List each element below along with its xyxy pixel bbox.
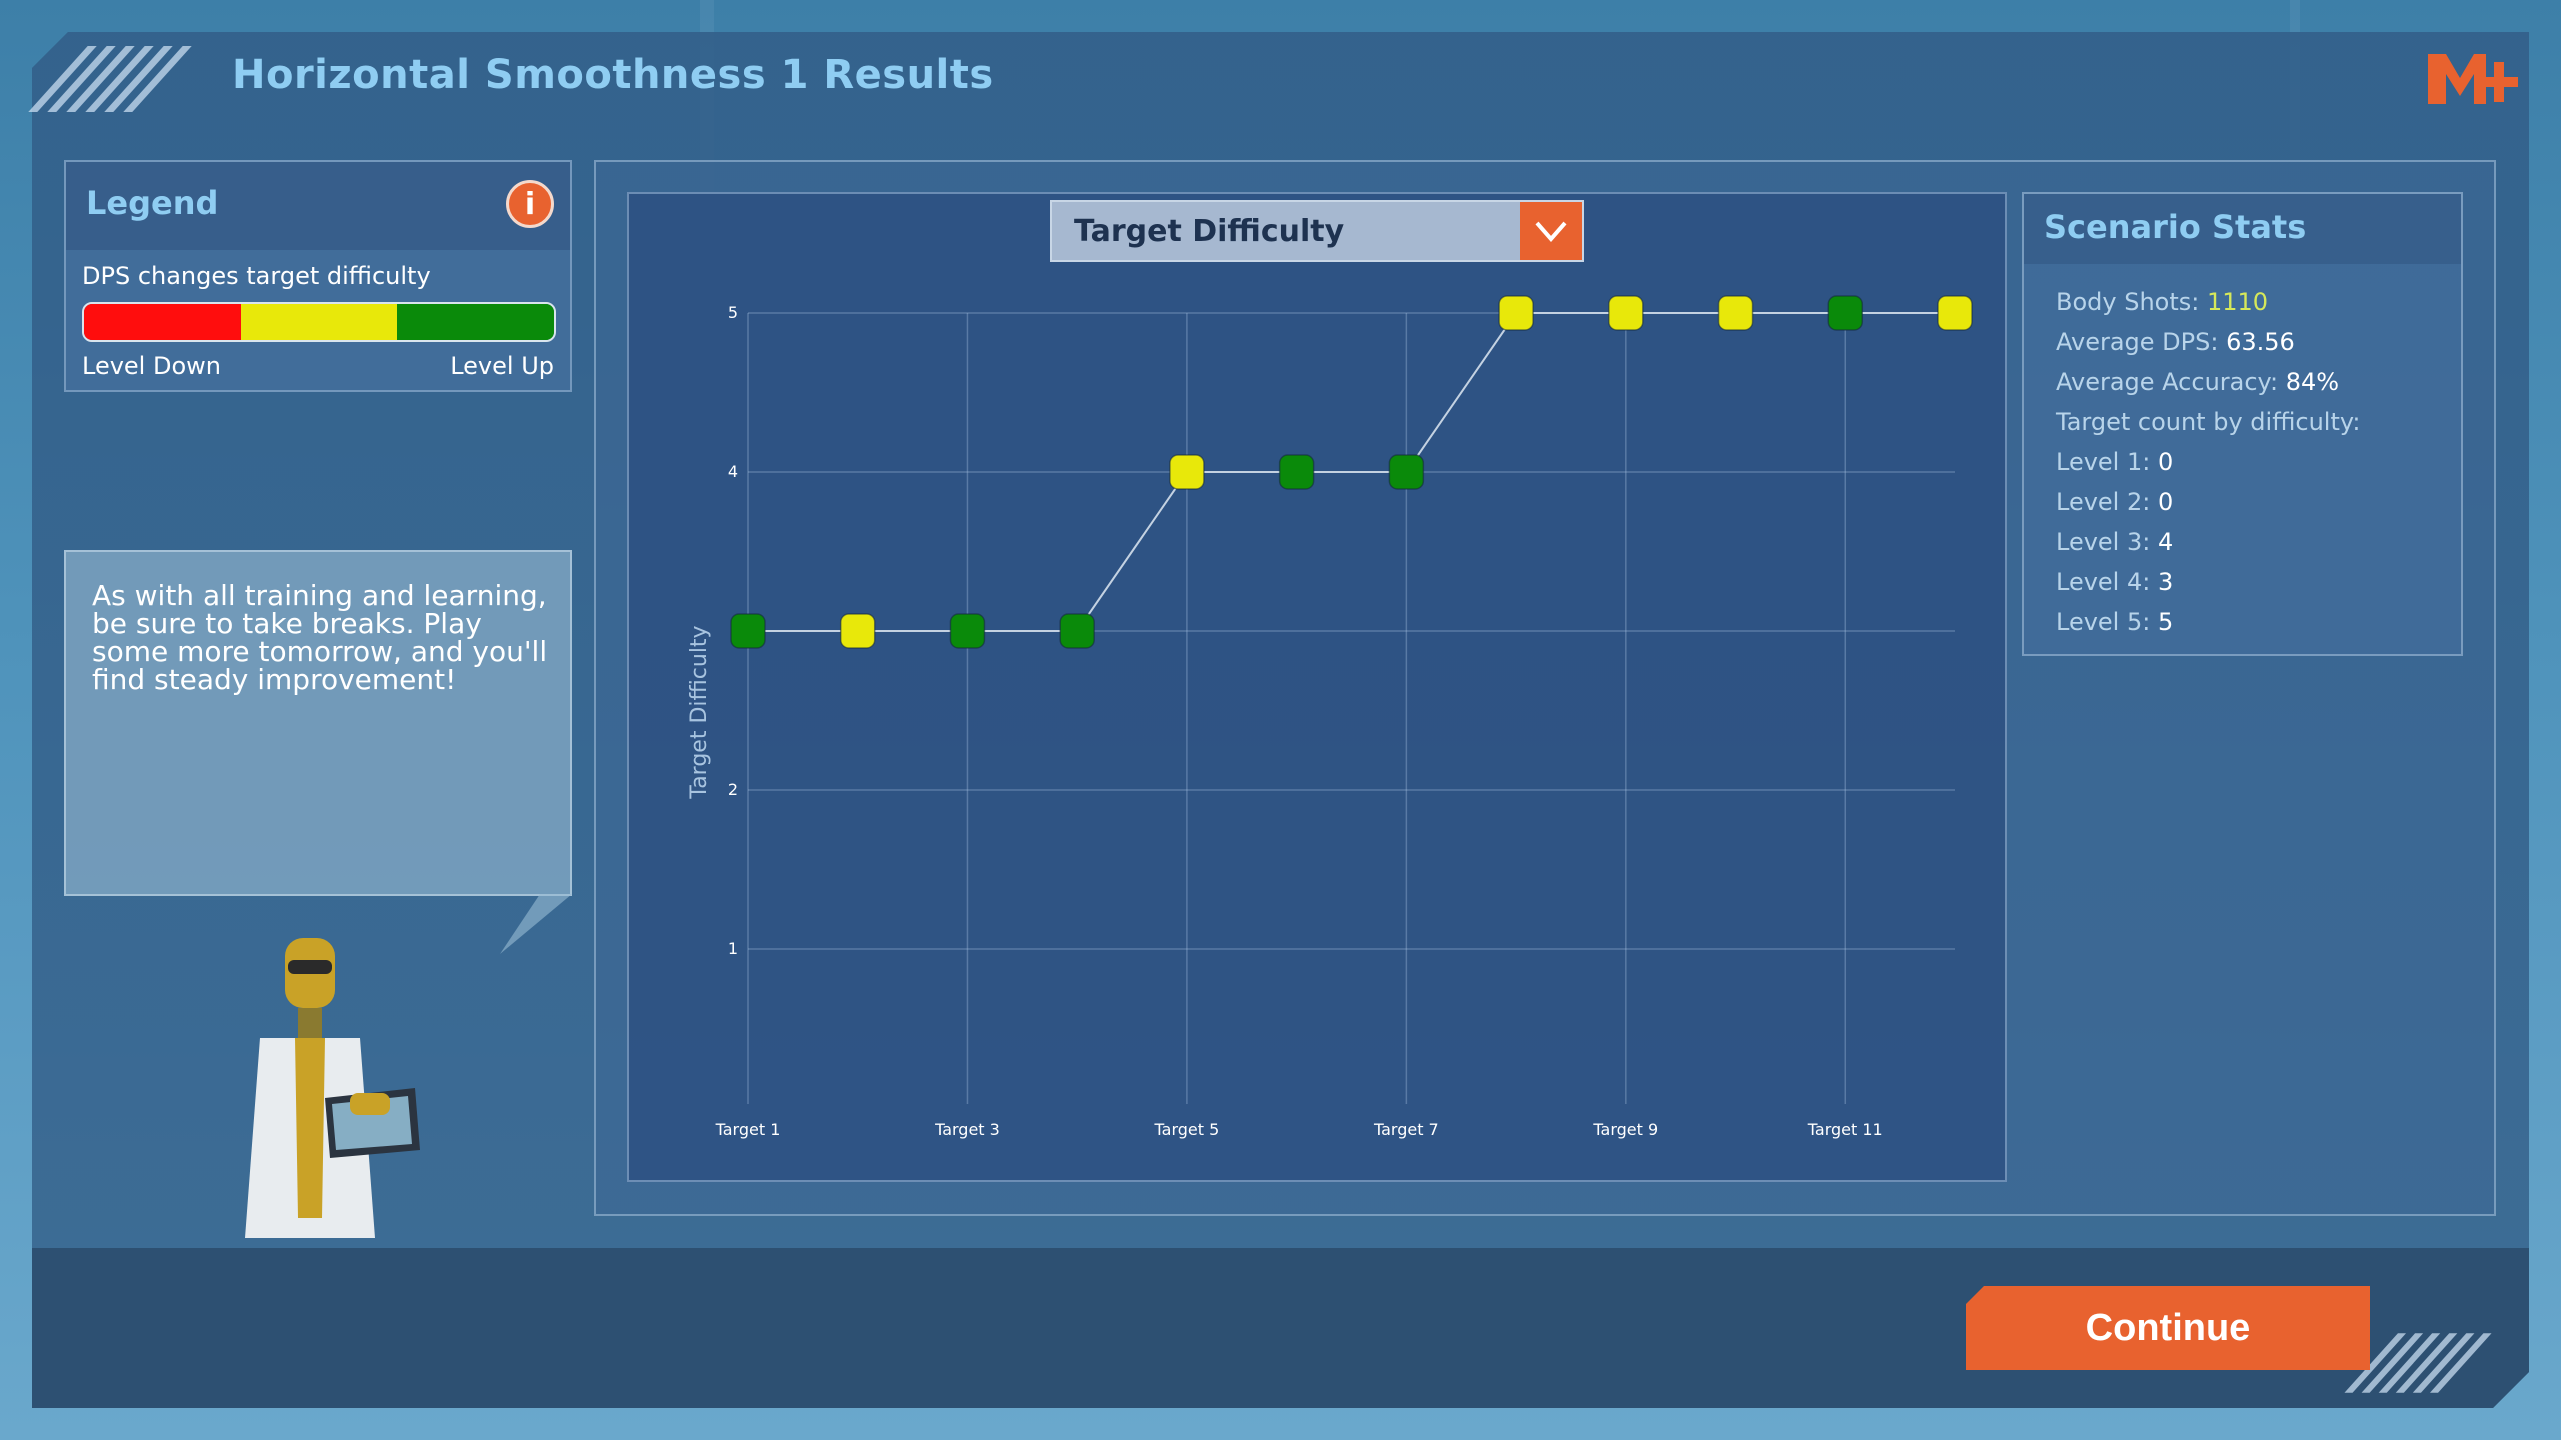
legend-title: Legend — [86, 184, 219, 222]
data-point-marker — [1608, 295, 1644, 331]
stat-value: 0 — [2157, 488, 2174, 516]
stat-label: Level 1: — [2056, 448, 2158, 476]
scenario-stats-header: Scenario Stats — [2024, 194, 2461, 264]
stat-row: Average DPS: 63.56 — [2056, 322, 2360, 362]
x-tick-label: Target 11 — [1807, 1120, 1883, 1139]
stat-row: Level 3: 4 — [2056, 522, 2360, 562]
stat-row: Average Accuracy: 84% — [2056, 362, 2360, 402]
scenario-stats-title: Scenario Stats — [2044, 208, 2307, 246]
stat-row: Level 1: 0 — [2056, 442, 2360, 482]
scenario-stats-panel: Scenario Stats Body Shots: 1110 Average D… — [2022, 192, 2463, 656]
speech-text: As with all training and learning, be su… — [92, 579, 548, 696]
stat-label: Average DPS: — [2056, 328, 2227, 356]
continue-button[interactable]: Continue — [1966, 1286, 2370, 1370]
y-tick-label: 2 — [728, 780, 738, 799]
stat-value: 84% — [2285, 368, 2340, 396]
stat-value: 5 — [2157, 608, 2174, 636]
data-point-marker — [1498, 295, 1534, 331]
y-tick-label: 4 — [728, 462, 738, 481]
data-point-marker — [730, 613, 766, 649]
legend-panel: Legend i DPS changes target difficulty L… — [64, 160, 572, 392]
x-tick-label: Target 9 — [1592, 1120, 1658, 1139]
legend-color-bar — [82, 302, 556, 342]
data-point-marker — [1059, 613, 1095, 649]
legend-color-level-up — [397, 304, 554, 340]
stat-row: Level 4: 3 — [2056, 562, 2360, 602]
stat-row: Level 5: 5 — [2056, 602, 2360, 642]
stat-label: Target count by difficulty: — [2056, 408, 2361, 436]
chart-panel — [627, 192, 2007, 1182]
scenario-stats-list: Body Shots: 1110 Average DPS: 63.56 Averag… — [2056, 282, 2360, 642]
chevron-down-icon[interactable] — [1520, 202, 1582, 260]
stat-label: Level 3: — [2056, 528, 2158, 556]
data-point-marker — [1278, 454, 1315, 490]
series-line — [748, 312, 1955, 632]
x-tick-label: Target 3 — [934, 1120, 1000, 1139]
stat-value: 0 — [2157, 448, 2174, 476]
data-point-marker — [1937, 295, 1973, 331]
chart-y-axis-label: Target Difficulty — [687, 625, 712, 799]
stat-value: 63.56 — [2226, 328, 2295, 356]
stat-label: Level 4: — [2056, 568, 2158, 596]
robot-scientist-character — [245, 938, 420, 1238]
legend-color-level-down — [84, 304, 241, 340]
chart-x-ticks: Target 1 Target 3 Target 5 Target 7 Target 9… — [715, 1120, 1883, 1139]
x-tick-label: Target 5 — [1154, 1120, 1220, 1139]
speech-bubble: As with all training and learning, be su… — [64, 550, 572, 896]
chart-grid — [747, 312, 1955, 1104]
chart-y-ticks: 1 2 4 5 — [728, 303, 738, 958]
data-point-marker — [949, 613, 986, 649]
legend-level-up-label: Level Up — [450, 352, 554, 380]
stat-label: Average Accuracy: — [2056, 368, 2286, 396]
stat-value: 1110 — [2206, 288, 2269, 316]
stat-value: 3 — [2157, 568, 2174, 596]
stat-row: Body Shots: 1110 — [2056, 282, 2360, 322]
info-icon[interactable]: i — [506, 180, 554, 228]
legend-description: DPS changes target difficulty — [82, 262, 431, 290]
metric-dropdown-label: Target Difficulty — [1074, 214, 1345, 249]
stat-row: Level 2: 0 — [2056, 482, 2360, 522]
legend-level-down-label: Level Down — [82, 352, 221, 380]
page-title: Horizontal Smoothness 1 Results — [232, 52, 994, 98]
data-point-marker — [1827, 295, 1864, 331]
stat-row: Target count by difficulty: — [2056, 402, 2360, 442]
stat-label: Level 5: — [2056, 608, 2158, 636]
x-tick-label: Target 1 — [715, 1120, 781, 1139]
y-tick-label: 5 — [728, 303, 738, 322]
m-plus-logo-icon — [2428, 54, 2518, 104]
chart-series-line — [748, 312, 1955, 632]
legend-color-level-same — [240, 304, 398, 340]
data-point-marker — [1388, 454, 1425, 490]
stat-label: Body Shots: — [2056, 288, 2207, 316]
data-point-marker — [1169, 454, 1205, 490]
data-point-marker — [1717, 295, 1754, 331]
legend-header: Legend i — [66, 162, 570, 250]
metric-dropdown[interactable]: Target Difficulty — [1050, 200, 1584, 262]
x-tick-label: Target 7 — [1373, 1120, 1439, 1139]
data-point-marker — [839, 613, 876, 649]
stat-value: 4 — [2157, 528, 2174, 556]
chart-markers — [730, 295, 1973, 649]
y-tick-label: 1 — [728, 939, 738, 958]
stat-label: Level 2: — [2056, 488, 2158, 516]
